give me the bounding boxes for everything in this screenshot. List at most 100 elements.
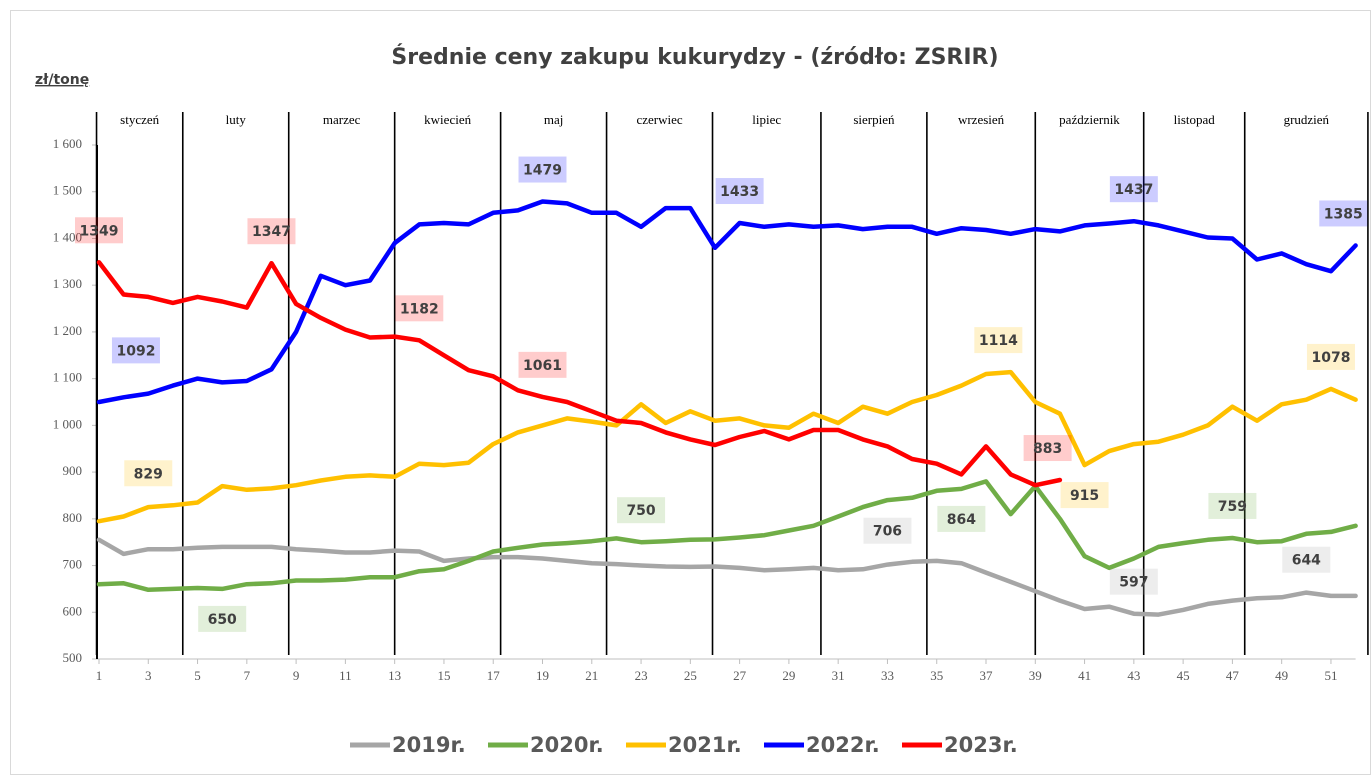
chart-title: Średnie ceny zakupu kukurydzy - (źródło:… <box>391 44 998 70</box>
annotation-box <box>395 295 444 322</box>
x-tick-label: 15 <box>437 668 450 683</box>
series-line <box>96 479 1358 593</box>
x-tick-label: 13 <box>388 668 401 683</box>
annotation-label: 759 <box>1218 499 1247 515</box>
annotation-box <box>1282 546 1331 573</box>
x-tick-label: 31 <box>832 668 845 683</box>
legend-label: 2021r. <box>668 733 742 757</box>
y-tick-label: 700 <box>63 557 83 572</box>
month-label: październik <box>1059 112 1120 127</box>
annotation-label: 915 <box>1070 488 1099 504</box>
annotation-label: 829 <box>134 466 163 482</box>
y-tick-label: 800 <box>63 510 83 525</box>
annotation-label: 1479 <box>523 163 562 179</box>
annotation-box <box>198 605 247 632</box>
annotation-label: 1347 <box>252 224 291 240</box>
y-tick-label: 1 300 <box>53 276 82 291</box>
month-label: styczeń <box>120 112 159 127</box>
month-label: listopad <box>1174 112 1216 127</box>
annotation-box <box>518 351 567 378</box>
annotation-box <box>1208 492 1257 519</box>
x-tick-label: 5 <box>194 668 201 683</box>
y-tick-label: 1 400 <box>53 229 82 244</box>
x-tick-label: 39 <box>1029 668 1042 683</box>
x-tick-label: 9 <box>293 668 300 683</box>
month-label: grudzień <box>1284 112 1330 127</box>
annotation-label: 706 <box>873 524 902 540</box>
month-label: marzec <box>323 112 361 127</box>
month-label: lipiec <box>752 112 781 127</box>
annotation-box <box>1306 343 1355 370</box>
annotation-box <box>863 517 912 544</box>
x-tick-label: 37 <box>980 668 994 683</box>
annotation-label: 1349 <box>80 223 119 239</box>
annotation-label: 644 <box>1292 553 1321 569</box>
annotation-box <box>1109 176 1158 203</box>
annotation-box <box>715 178 764 205</box>
annotation-box <box>1319 200 1368 227</box>
annotation-label: 883 <box>1033 441 1062 457</box>
x-tick-label: 17 <box>487 668 501 683</box>
annotation-box <box>974 327 1023 354</box>
annotation-label: 1114 <box>979 333 1018 349</box>
legend-label: 2020r. <box>530 733 604 757</box>
annotation-label: 650 <box>208 612 237 628</box>
month-label: sierpień <box>853 112 895 127</box>
annotation-box <box>75 217 123 244</box>
annotation-label: 1092 <box>116 343 155 359</box>
month-label: luty <box>226 112 247 127</box>
annotation-label: 1433 <box>720 184 759 200</box>
y-tick-label: 1 100 <box>53 370 82 385</box>
series-line <box>96 537 1358 617</box>
x-tick-label: 49 <box>1275 668 1288 683</box>
annotation-label: 1437 <box>1114 182 1153 198</box>
y-tick-label: 600 <box>63 603 83 618</box>
y-tick-label: 900 <box>63 463 83 478</box>
annotation-box <box>1023 435 1072 462</box>
annotation-box <box>518 156 567 183</box>
x-tick-label: 7 <box>244 668 251 683</box>
month-label: maj <box>544 112 564 127</box>
x-tick-label: 11 <box>339 668 352 683</box>
y-tick-label: 1 200 <box>53 323 82 338</box>
x-tick-label: 27 <box>733 668 747 683</box>
x-tick-label: 3 <box>145 668 152 683</box>
y-tick-label: 500 <box>63 650 83 665</box>
annotation-label: 864 <box>947 512 976 528</box>
legend-label: 2019r. <box>392 733 466 757</box>
series-line <box>96 369 1358 524</box>
x-tick-label: 21 <box>585 668 598 683</box>
x-tick-label: 1 <box>96 668 103 683</box>
month-label: kwiecień <box>424 112 471 127</box>
annotation-label: 1385 <box>1324 206 1363 222</box>
x-tick-label: 43 <box>1127 668 1140 683</box>
x-tick-label: 25 <box>684 668 697 683</box>
x-tick-label: 47 <box>1226 668 1240 683</box>
x-tick-label: 51 <box>1324 668 1337 683</box>
y-tick-label: 1 500 <box>53 183 82 198</box>
annotation-box <box>617 497 666 524</box>
annotation-label: 1061 <box>523 358 562 374</box>
x-tick-label: 35 <box>930 668 943 683</box>
annotation-box <box>247 218 296 245</box>
annotation-label: 750 <box>626 503 655 519</box>
annotation-label: 1182 <box>400 301 439 317</box>
x-tick-label: 41 <box>1078 668 1091 683</box>
y-axis-label: zł/tonę <box>35 72 89 88</box>
annotation-box <box>124 460 173 487</box>
month-label: wrzesień <box>958 112 1005 127</box>
x-tick-label: 45 <box>1177 668 1190 683</box>
series-line <box>96 199 1358 405</box>
x-tick-label: 19 <box>536 668 549 683</box>
y-tick-label: 1 600 <box>53 136 82 151</box>
annotation-box <box>1109 568 1158 595</box>
series-line <box>96 260 1063 488</box>
annotation-label: 1078 <box>1311 350 1350 366</box>
x-tick-label: 23 <box>635 668 648 683</box>
annotation-box <box>1060 482 1109 509</box>
x-tick-label: 29 <box>782 668 795 683</box>
annotation-box <box>111 337 160 364</box>
annotation-box <box>937 505 986 532</box>
legend-label: 2023r. <box>944 733 1018 757</box>
